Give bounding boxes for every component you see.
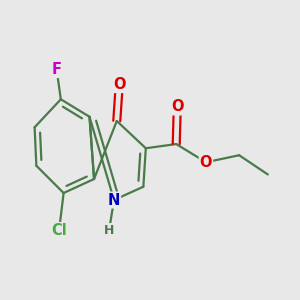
Text: O: O <box>200 155 212 170</box>
Text: O: O <box>113 77 125 92</box>
Text: N: N <box>108 193 120 208</box>
Text: O: O <box>171 100 184 115</box>
Text: Cl: Cl <box>51 223 67 238</box>
Text: F: F <box>52 62 61 77</box>
Text: H: H <box>104 224 114 237</box>
